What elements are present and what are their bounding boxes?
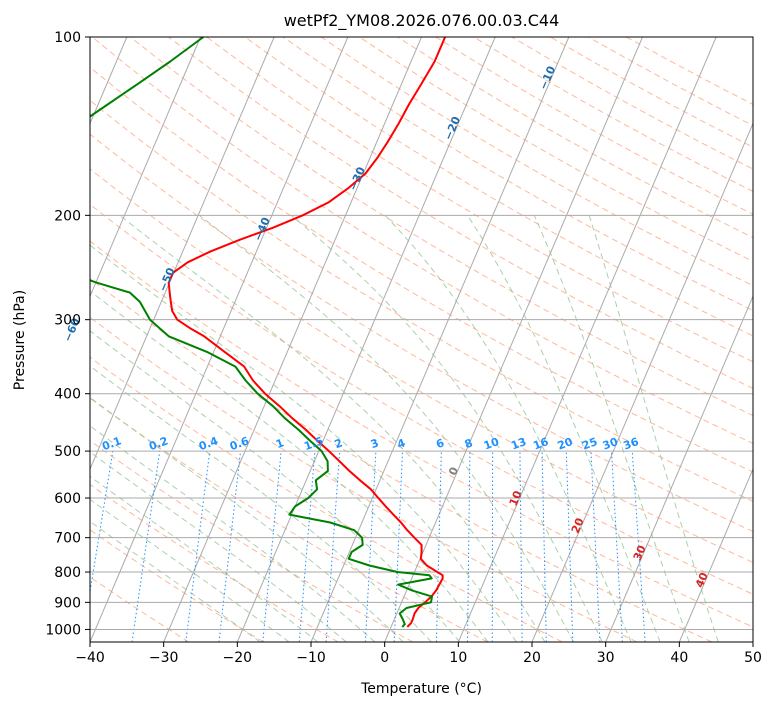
- isotherm-line: [163, 37, 422, 642]
- mixing-ratio-label: 36: [622, 435, 641, 453]
- moist-adiabat-line: [90, 475, 319, 642]
- moist-adiabat-line: [588, 215, 719, 642]
- mixing-ratio-label: 1: [274, 436, 286, 451]
- mixing-ratio-label: 0.2: [147, 434, 170, 453]
- mixing-ratio-label: 30: [601, 435, 620, 453]
- isotherm-line: [384, 37, 643, 642]
- y-tick-label: 100: [54, 30, 81, 46]
- dry-adiabat-line: [90, 99, 753, 502]
- moist-adiabat-line: [90, 520, 261, 642]
- isotherm-label: 30: [631, 543, 649, 562]
- moist-adiabat-line: [467, 215, 661, 642]
- dry-adiabat-line: [90, 133, 753, 533]
- isotherm-label: 10: [507, 489, 525, 508]
- dry-adiabat-line: [90, 278, 712, 642]
- x-tick-label: −30: [149, 650, 179, 666]
- isotherm-line: [236, 37, 496, 642]
- mixing-ratio-line: [90, 451, 114, 595]
- isotherm-line: [531, 122, 753, 642]
- dry-adiabat-line: [130, 37, 753, 417]
- plot-frame: [89, 36, 754, 643]
- isotherm-label: 20: [569, 516, 587, 535]
- mixing-ratio-label: 25: [580, 435, 599, 452]
- moist-adiabat-line: [90, 396, 404, 642]
- axes: −40 −30 −20 −10 0 10 20 30 40 50 1000 900 800 700 600 5…: [45, 30, 762, 666]
- mixing-ratio-label: 6: [434, 436, 446, 451]
- x-tick-label: −20: [223, 650, 253, 666]
- temperature-profile: [167, 37, 447, 628]
- y-axis-title: Pressure (hPa): [12, 290, 28, 390]
- y-tick-label: 800: [54, 565, 81, 581]
- dry-adiabat-line: [282, 37, 753, 312]
- x-tick-label: −40: [75, 650, 105, 666]
- moist-adiabat-line: [533, 215, 690, 642]
- mixing-ratio-label: 0.6: [228, 434, 251, 453]
- x-tick-label: 50: [744, 650, 762, 666]
- mixing-ratio-line: [218, 451, 242, 642]
- dry-adiabat-line: [90, 356, 563, 642]
- isotherm-line: [678, 467, 753, 642]
- y-tick-label: 900: [54, 595, 81, 611]
- moist-adiabat-line: [198, 214, 575, 642]
- x-tick-label: 40: [670, 650, 688, 666]
- mixing-ratio-line: [185, 451, 211, 642]
- mixing-ratio-label: 3: [369, 436, 381, 451]
- mixing-ratio-label: 0.1: [100, 434, 123, 453]
- dewpoint-profile: [90, 37, 433, 628]
- isotherm-line: [605, 295, 753, 642]
- y-tick-label: 1000: [45, 622, 81, 638]
- moist-adiabat-line: [90, 498, 290, 642]
- moist-adiabat-line: [384, 214, 632, 642]
- mixing-ratio-line: [131, 451, 161, 642]
- mixing-ratio-label: 1.5: [302, 434, 325, 453]
- isotherm-line: [310, 37, 570, 642]
- chart-title: wetPf2_YM08.2026.076.00.03.C44: [284, 11, 560, 31]
- sounding-series: [90, 37, 447, 628]
- moist-adiabat-line: [290, 214, 603, 642]
- dry-adiabat-line: [90, 203, 753, 595]
- mixing-ratio-label: 2: [333, 436, 345, 451]
- mixing-ratio-label: 0.4: [197, 434, 220, 453]
- isotherm-line: [90, 37, 275, 471]
- dry-adiabat-line: [90, 240, 753, 628]
- isotherm-line: [90, 37, 201, 298]
- mixing-ratio-label: 4: [395, 436, 407, 451]
- dry-adiabat-line: [90, 483, 339, 642]
- isotherm-label: 40: [693, 570, 711, 589]
- moist-adiabat-line: [90, 290, 489, 642]
- dry-adiabat-line: [168, 37, 753, 389]
- isotherm-line: [457, 37, 717, 642]
- mixing-ratio-label: 16: [531, 435, 550, 453]
- y-tick-label: 500: [54, 444, 81, 460]
- y-tick-label: 700: [54, 531, 81, 547]
- x-tick-label: −10: [296, 650, 326, 666]
- x-axis-title: Temperature (°C): [360, 681, 482, 697]
- isotherm-line: [90, 37, 349, 642]
- dry-adiabat-line: [90, 529, 264, 642]
- x-tick-label: 20: [523, 650, 541, 666]
- y-tick-label: 300: [54, 313, 81, 329]
- x-tick-label: 10: [449, 650, 467, 666]
- x-tick-label: 30: [597, 650, 615, 666]
- mixing-ratio-label: 10: [482, 435, 501, 453]
- moist-adiabat-line: [90, 365, 432, 642]
- background-lines: [90, 37, 753, 642]
- y-tick-label: 400: [54, 387, 81, 403]
- x-tick-label: 0: [380, 650, 389, 666]
- moist-adiabat-line: [90, 244, 517, 642]
- mixing-ratio-label: 20: [556, 435, 575, 453]
- dry-adiabat-line: [91, 37, 753, 445]
- moist-adiabat-line: [90, 451, 347, 642]
- y-tick-label: 200: [54, 208, 81, 224]
- mixing-ratio-label: 8: [463, 436, 475, 451]
- mixing-ratio-label: 13: [509, 435, 528, 452]
- dry-adiabat-line: [244, 37, 753, 337]
- y-tick-label: 600: [54, 491, 81, 507]
